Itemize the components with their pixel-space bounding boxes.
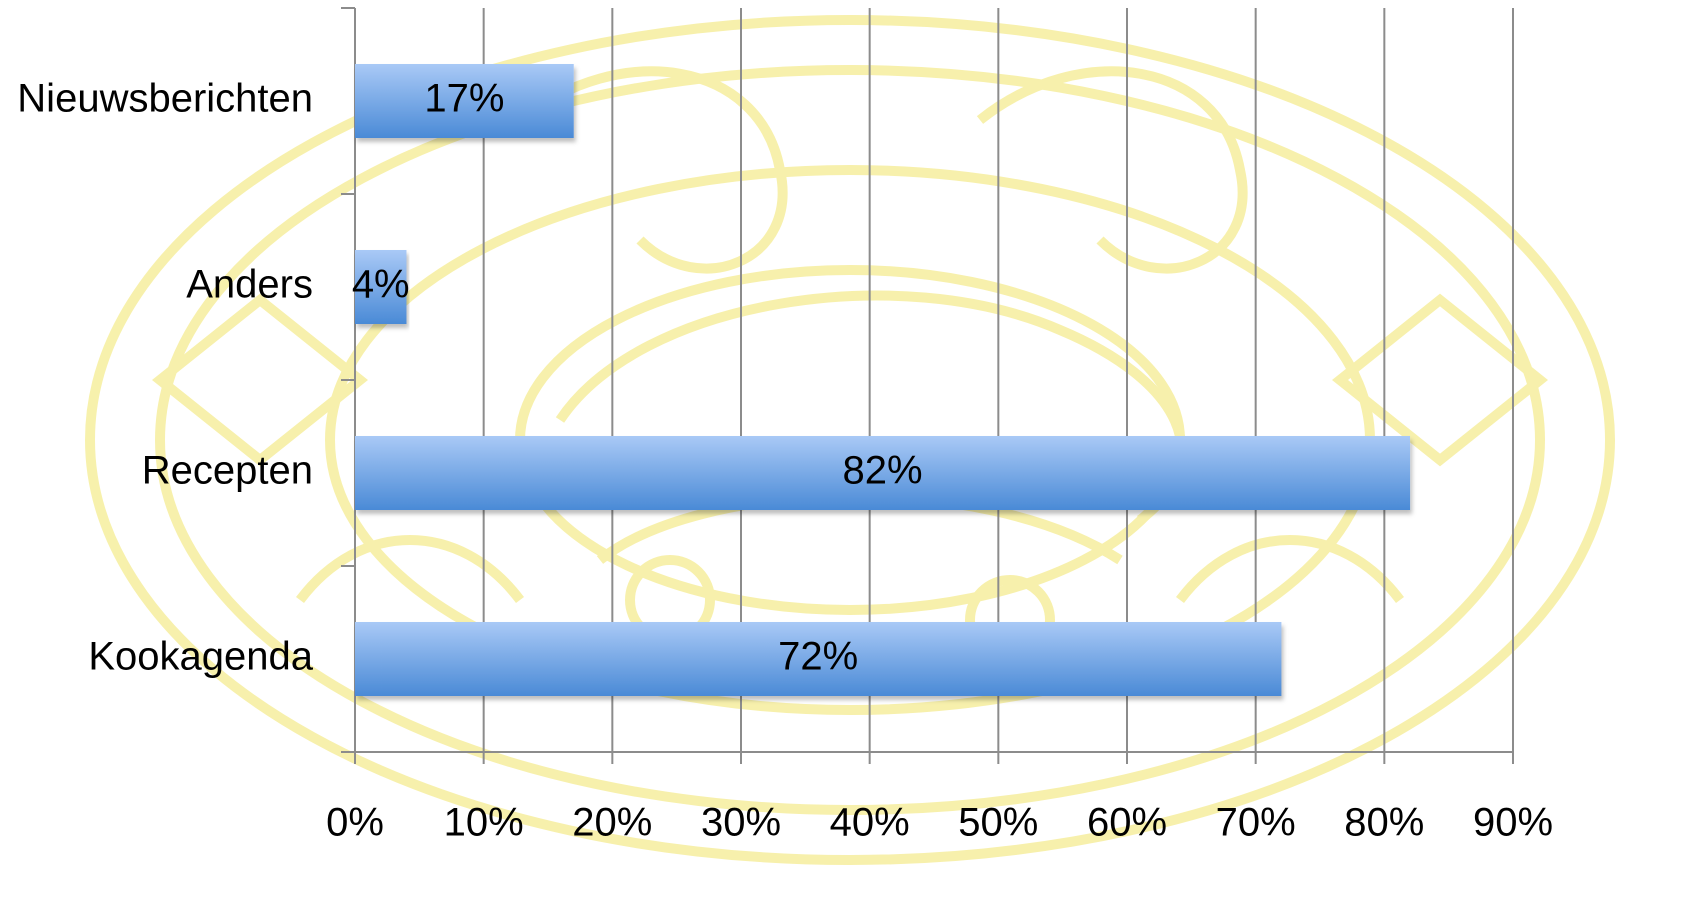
bar-nieuwsberichten [355, 64, 574, 138]
category-label: Anders [186, 263, 313, 307]
category-label: Nieuwsberichten [17, 77, 313, 121]
x-tick-label: 90% [1473, 801, 1553, 845]
data-label: 72% [778, 635, 858, 679]
category-label: Recepten [142, 449, 313, 493]
data-label: 4% [352, 263, 410, 307]
x-tick-label: 0% [326, 801, 384, 845]
bar-kookagenda [355, 622, 1282, 696]
x-tick-label: 80% [1344, 801, 1424, 845]
x-tick-labels: 0% 10% 20% 30% 40% 50% 60% 70% 80% 90% [326, 801, 1553, 845]
data-label: 17% [424, 77, 504, 121]
category-labels: Nieuwsberichten Anders Recepten Kookagenda [17, 77, 313, 679]
data-labels: 17% 4% 82% 72% [352, 77, 923, 679]
bar-anders [355, 250, 407, 324]
x-tick-label: 60% [1087, 801, 1167, 845]
data-label: 82% [843, 449, 923, 493]
x-tick-label: 10% [444, 801, 524, 845]
x-tick-label: 50% [958, 801, 1038, 845]
bars [355, 64, 1411, 696]
x-tick-label: 40% [830, 801, 910, 845]
category-label: Kookagenda [88, 635, 313, 679]
bar-recepten [355, 436, 1411, 510]
x-tick-label: 20% [572, 801, 652, 845]
x-tick-label: 70% [1216, 801, 1296, 845]
x-tick-label: 30% [701, 801, 781, 845]
